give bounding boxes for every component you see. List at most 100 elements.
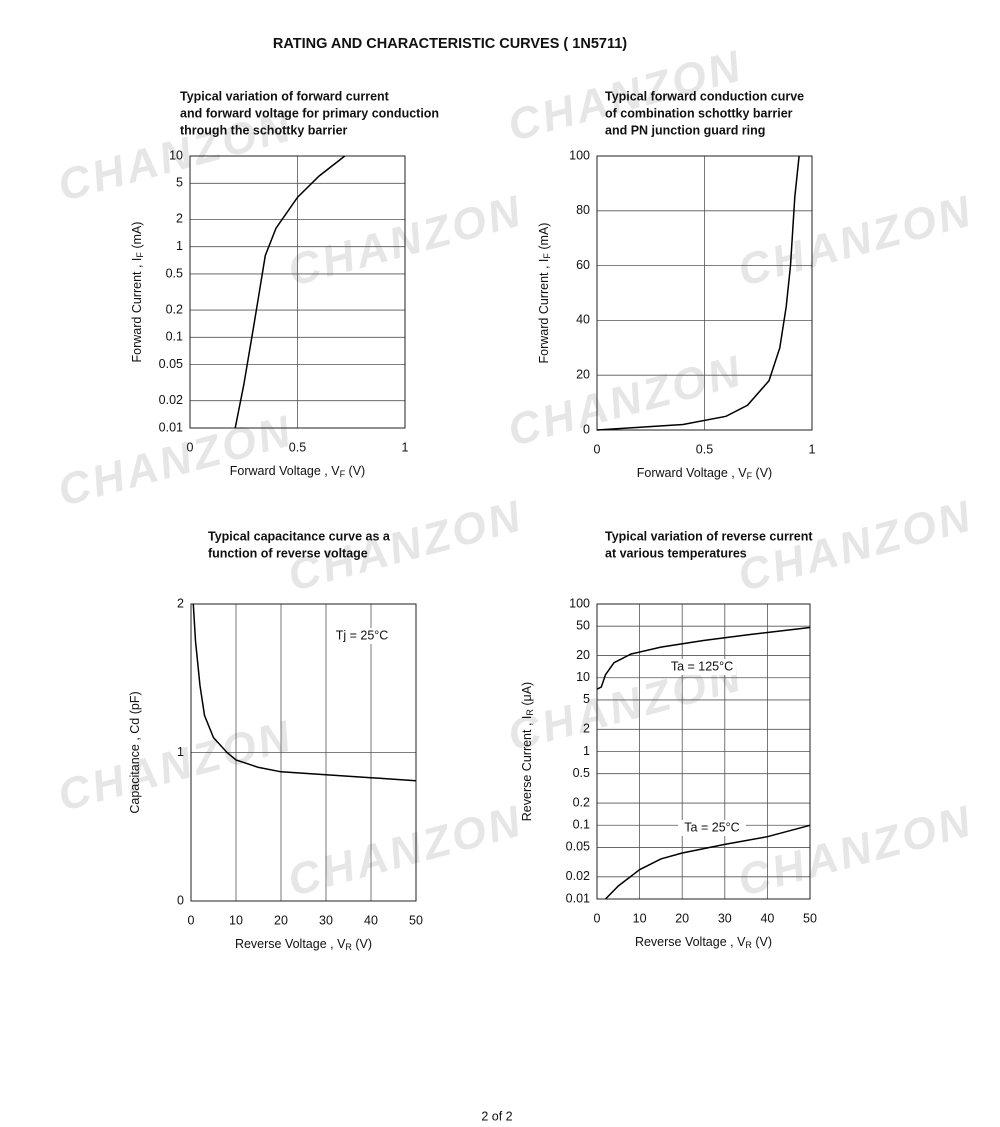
x-axis-label: Reverse Voltage , VR (V)	[635, 935, 772, 950]
x-tick-label: 10	[229, 913, 243, 927]
x-axis-label: Forward Voltage , VF (V)	[230, 464, 365, 479]
plot-frame	[596, 603, 811, 900]
curve	[234, 155, 346, 429]
y-axis-label-text: Forward Current , I	[537, 259, 551, 364]
x-axis-label-sub: F	[747, 471, 753, 481]
watermark: CHANZON	[53, 711, 298, 821]
y-tick-label: 0.2	[166, 302, 183, 316]
y-tick-label: 2	[176, 212, 183, 226]
x-axis-label: Reverse Voltage , VR (V)	[235, 937, 372, 952]
y-axis-label-text: Capacitance , Cd (pF)	[128, 691, 142, 813]
y-tick-label: 20	[576, 367, 590, 381]
annotation: Tj = 25°C	[336, 628, 389, 642]
plot-frame	[189, 155, 406, 429]
y-axis-label-text: Reverse Current , I	[520, 716, 534, 822]
y-tick-label: 10	[576, 670, 590, 684]
y-axis-label: Forward Current , IF (mA)	[537, 223, 552, 364]
y-tick-label: 1	[177, 745, 184, 759]
x-axis-label-text: Forward Voltage , V	[637, 466, 747, 480]
y-tick-label: 0.01	[566, 891, 590, 905]
chart-title: and forward voltage for primary conducti…	[180, 106, 439, 120]
y-axis-label: Forward Current , IF (mA)	[130, 222, 145, 363]
y-tick-label: 0.05	[566, 840, 590, 854]
y-tick-label: 60	[576, 258, 590, 272]
watermark: CHANZON	[283, 186, 528, 296]
y-axis-label-unit: (mA)	[130, 222, 144, 253]
x-axis-label-sub: R	[345, 942, 352, 952]
page-title: RATING AND CHARACTERISTIC CURVES ( 1N571…	[273, 36, 627, 52]
page-number: 2 of 2	[481, 1109, 512, 1123]
y-tick-label: 40	[576, 313, 590, 327]
x-tick-label: 0.5	[289, 440, 306, 454]
y-tick-label: 0.02	[566, 869, 590, 883]
y-tick-label: 20	[576, 648, 590, 662]
y-tick-label: 50	[576, 618, 590, 632]
y-tick-label: 5	[176, 176, 183, 190]
y-tick-label: 100	[569, 148, 590, 162]
x-axis-label: Forward Voltage , VF (V)	[637, 466, 772, 481]
y-axis-label: Reverse Current , IR (μA)	[520, 682, 535, 821]
label-bg	[668, 659, 736, 675]
y-tick-label: 0.1	[166, 330, 183, 344]
x-axis-label-unit: (V)	[345, 464, 365, 478]
y-tick-label: 1	[583, 744, 590, 758]
x-axis-label-sub: F	[340, 469, 346, 479]
series-label: Ta = 25°C	[684, 820, 739, 834]
y-axis-label-text: Forward Current , I	[130, 258, 144, 363]
x-tick-label: 0.5	[696, 442, 713, 456]
chart-title: through the schottky barrier	[180, 123, 348, 137]
curve	[192, 603, 417, 782]
y-tick-label: 0	[583, 422, 590, 436]
x-axis-label-text: Reverse Voltage , V	[635, 935, 746, 949]
y-tick-label: 0.2	[573, 795, 590, 809]
plot-frame	[190, 603, 417, 902]
y-axis-label-unit: (μA)	[520, 682, 534, 709]
y-axis-label: Capacitance , Cd (pF)	[128, 691, 142, 813]
y-axis-label-sub: F	[542, 253, 552, 259]
chart-title: at various temperatures	[605, 546, 747, 560]
x-tick-label: 20	[675, 911, 689, 925]
watermark: CHANZON	[733, 796, 978, 906]
y-tick-label: 80	[576, 203, 590, 217]
chart-title: and PN junction guard ring	[605, 123, 765, 137]
y-tick-label: 0.5	[573, 766, 590, 780]
label-bg	[678, 820, 746, 836]
y-tick-label: 100	[569, 596, 590, 610]
y-axis-label-sub: R	[525, 709, 535, 716]
x-tick-label: 1	[809, 442, 816, 456]
x-axis-label-text: Forward Voltage , V	[230, 464, 340, 478]
x-tick-label: 1	[402, 440, 409, 454]
chart-title: Typical capacitance curve as a	[208, 529, 391, 543]
label-bg	[330, 628, 394, 644]
curve	[596, 155, 800, 431]
series-label: Ta = 125°C	[671, 659, 733, 673]
x-axis-label-text: Reverse Voltage , V	[235, 937, 346, 951]
y-tick-label: 2	[177, 596, 184, 610]
x-tick-label: 0	[188, 913, 195, 927]
y-tick-label: 0	[177, 893, 184, 907]
y-tick-label: 5	[583, 692, 590, 706]
x-tick-label: 50	[803, 911, 817, 925]
x-axis-label-sub: R	[745, 940, 752, 950]
y-tick-label: 1	[176, 239, 183, 253]
x-tick-label: 10	[633, 911, 647, 925]
x-axis-label-unit: (V)	[352, 937, 372, 951]
x-tick-label: 50	[409, 913, 423, 927]
x-tick-label: 0	[187, 440, 194, 454]
y-tick-label: 0.05	[159, 357, 183, 371]
watermark: CHANZON	[733, 186, 978, 296]
y-tick-label: 10	[169, 148, 183, 162]
chart-title: Typical forward conduction curve	[605, 89, 804, 103]
y-tick-label: 0.5	[166, 266, 183, 280]
chart-title: Typical variation of reverse current	[605, 529, 813, 543]
x-tick-label: 30	[319, 913, 333, 927]
chart-title: of combination schottky barrier	[605, 106, 793, 120]
chart-title: Typical variation of forward current	[180, 89, 390, 103]
watermark: CHANZON	[283, 796, 528, 906]
x-axis-label-unit: (V)	[752, 935, 772, 949]
plot-frame	[596, 155, 813, 431]
curve	[604, 824, 811, 900]
watermark: CHANZON	[733, 491, 978, 601]
